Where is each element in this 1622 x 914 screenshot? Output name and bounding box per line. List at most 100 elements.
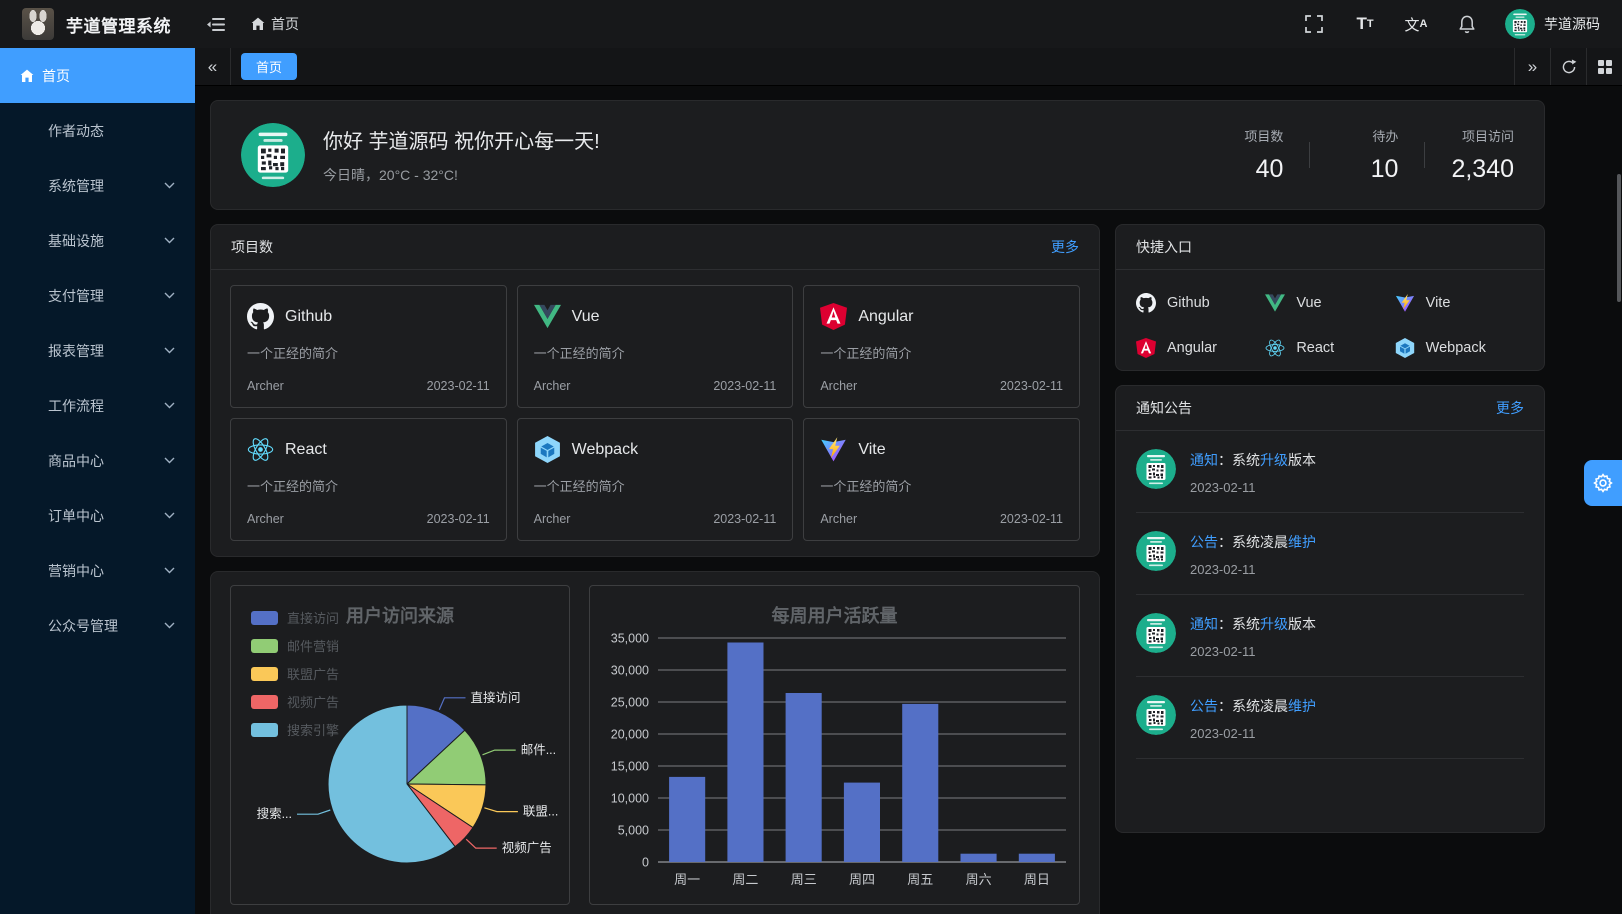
sidebar-item-label: 营销中心 xyxy=(48,562,104,579)
greeting-title: 你好 芋道源码 祝你开心每一天! xyxy=(323,131,600,153)
svg-text:周日: 周日 xyxy=(1024,872,1050,887)
project-card-angular[interactable]: Angular 一个正经的简介 Archer 2023-02-11 xyxy=(803,285,1080,408)
quick-link-label: Angular xyxy=(1167,339,1217,356)
notice-item[interactable]: 公告：系统凌晨维护 2023-02-11 xyxy=(1136,513,1524,595)
sidebar: 首页 作者动态 系统管理 基础设施 支付管理 报表管理 工作流程 商品中心 xyxy=(0,48,195,914)
grid-icon xyxy=(1597,59,1612,74)
legend-label: 直接访问 xyxy=(287,611,340,626)
svg-text:5,000: 5,000 xyxy=(618,824,649,838)
menu-fold-icon[interactable] xyxy=(207,17,225,32)
stat-label: 项目数 xyxy=(1244,129,1284,144)
notice-item[interactable]: 通知：系统升级版本 2023-02-11 xyxy=(1136,431,1524,513)
quick-link-label: React xyxy=(1296,339,1335,356)
user-menu[interactable]: 芋道源码 xyxy=(1505,9,1600,39)
svg-text:20,000: 20,000 xyxy=(611,728,649,742)
project-author: Archer xyxy=(820,379,858,393)
notice-item[interactable]: 通知：系统升级版本 2023-02-11 xyxy=(1136,595,1524,677)
stat-value: 10 xyxy=(1370,155,1399,183)
sidebar-item-infra[interactable]: 基础设施 xyxy=(0,213,195,268)
sidebar-item-home[interactable]: 首页 xyxy=(0,48,195,103)
chevron-down-icon xyxy=(164,622,175,629)
greeting-subtitle: 今日晴，20°C - 32°C! xyxy=(323,167,458,183)
webpack-icon xyxy=(1395,338,1415,358)
tabs-menu-button[interactable] xyxy=(1586,48,1622,85)
vite-icon xyxy=(820,436,847,463)
notice-item[interactable]: 公告：系统凌晨维护 2023-02-11 xyxy=(1136,677,1524,759)
vue-icon xyxy=(1265,293,1285,313)
quick-link-github[interactable]: Github xyxy=(1136,280,1265,325)
tab-home[interactable]: 首页 xyxy=(241,53,298,80)
notice-more-link[interactable]: 更多 xyxy=(1496,400,1524,416)
sidebar-item-product[interactable]: 商品中心 xyxy=(0,433,195,488)
project-card-vue[interactable]: Vue 一个正经的简介 Archer 2023-02-11 xyxy=(516,285,794,408)
webpack-icon xyxy=(534,436,561,463)
legend-item[interactable]: 联盟广告 xyxy=(251,664,339,683)
svg-text:视频广告: 视频广告 xyxy=(502,840,552,855)
legend-swatch xyxy=(251,694,278,709)
project-card-react[interactable]: React 一个正经的简介 Archer 2023-02-11 xyxy=(230,418,507,541)
chevron-down-icon xyxy=(164,237,175,244)
project-desc: 一个正经的简介 xyxy=(820,346,912,361)
quick-link-label: Github xyxy=(1167,294,1210,311)
tab-bar: « 首页 » xyxy=(195,48,1622,86)
notice-avatar xyxy=(1136,449,1176,489)
project-name: React xyxy=(285,440,327,458)
stat-value: 40 xyxy=(1255,155,1284,183)
legend-item[interactable]: 搜索引擎 xyxy=(251,720,339,739)
legend-item[interactable]: 直接访问 xyxy=(251,608,339,627)
project-author: Archer xyxy=(820,512,858,526)
notice-title: 公告：系统凌晨维护 xyxy=(1190,534,1316,550)
sidebar-item-label: 商品中心 xyxy=(48,452,104,469)
user-avatar xyxy=(1505,9,1535,39)
divider xyxy=(1424,142,1426,168)
chevron-down-icon xyxy=(164,567,175,574)
svg-text:周五: 周五 xyxy=(907,872,933,887)
sidebar-item-report[interactable]: 报表管理 xyxy=(0,323,195,378)
notice-panel: 通知公告 更多 通知：系统升级版本 2023-02-11 xyxy=(1115,385,1545,833)
bell-icon[interactable] xyxy=(1454,11,1480,37)
vue-icon xyxy=(534,303,561,330)
project-card-vite[interactable]: Vite 一个正经的简介 Archer 2023-02-11 xyxy=(803,418,1080,541)
sidebar-item-payment[interactable]: 支付管理 xyxy=(0,268,195,323)
project-name: Webpack xyxy=(571,440,639,458)
refresh-button[interactable] xyxy=(1550,48,1586,85)
project-card-webpack[interactable]: Webpack 一个正经的简介 Archer 2023-02-11 xyxy=(516,418,794,541)
sidebar-item-marketing[interactable]: 营销中心 xyxy=(0,543,195,598)
quick-link-vite[interactable]: Vite xyxy=(1395,280,1524,325)
sidebar-item-system[interactable]: 系统管理 xyxy=(0,158,195,213)
project-date: 2023-02-11 xyxy=(713,379,777,393)
quick-link-webpack[interactable]: Webpack xyxy=(1395,325,1524,370)
fullscreen-icon[interactable] xyxy=(1301,11,1327,37)
app-title: 芋道管理系统 xyxy=(66,16,171,36)
svg-text:周四: 周四 xyxy=(849,872,875,887)
tabs-scroll-left-button[interactable]: « xyxy=(195,48,231,85)
projects-more-link[interactable]: 更多 xyxy=(1051,239,1079,255)
sidebar-item-label: 公众号管理 xyxy=(48,617,118,634)
projects-panel-title: 项目数 xyxy=(231,239,273,255)
notice-panel-title: 通知公告 xyxy=(1136,400,1192,416)
project-author: Archer xyxy=(247,379,284,393)
quick-link-react[interactable]: React xyxy=(1265,325,1394,370)
sidebar-item-wechat[interactable]: 公众号管理 xyxy=(0,598,195,653)
app-logo[interactable] xyxy=(22,8,54,40)
greeting-panel: 你好 芋道源码 祝你开心每一天! 今日晴，20°C - 32°C! 项目数 40… xyxy=(210,100,1545,210)
sidebar-item-author-news[interactable]: 作者动态 xyxy=(0,103,195,158)
settings-button[interactable] xyxy=(1584,460,1622,506)
svg-text:15,000: 15,000 xyxy=(611,760,649,774)
sidebar-item-order[interactable]: 订单中心 xyxy=(0,488,195,543)
legend-item[interactable]: 邮件营销 xyxy=(251,636,339,655)
quick-link-vue[interactable]: Vue xyxy=(1265,280,1394,325)
chevron-down-icon xyxy=(164,182,175,189)
sidebar-item-workflow[interactable]: 工作流程 xyxy=(0,378,195,433)
legend-item[interactable]: 视频广告 xyxy=(251,692,339,711)
quick-link-angular[interactable]: Angular xyxy=(1136,325,1265,370)
breadcrumb[interactable]: 首页 xyxy=(251,14,299,34)
notice-date: 2023-02-11 xyxy=(1190,480,1256,495)
charts-panel: 用户访问来源 直接访问 邮件营销 联盟广告 视频广告 搜索引擎 直接访问 邮件... 联盟.… xyxy=(210,571,1100,914)
scrollbar-thumb[interactable] xyxy=(1617,174,1621,302)
project-card-github[interactable]: Github 一个正经的简介 Archer 2023-02-11 xyxy=(230,285,507,408)
tabs-scroll-right-button[interactable]: » xyxy=(1514,48,1550,85)
